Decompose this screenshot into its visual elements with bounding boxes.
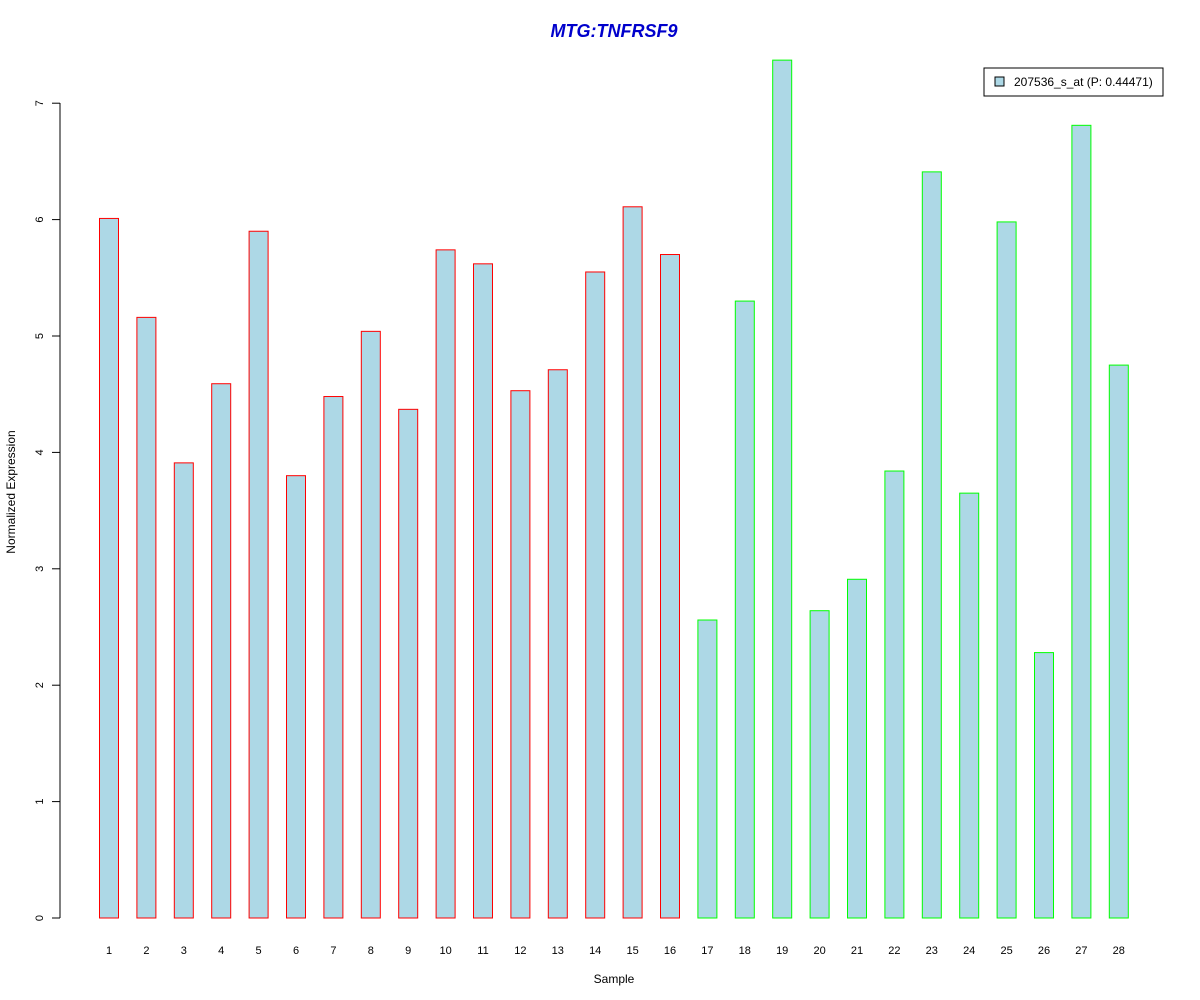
bar-sample-11 bbox=[473, 263, 493, 919]
bar-sample-16 bbox=[660, 254, 680, 919]
bar-sample-26 bbox=[1034, 652, 1054, 919]
bar-sample-15 bbox=[622, 206, 643, 919]
bar-sample-23 bbox=[921, 171, 942, 919]
bar-sample-8 bbox=[360, 330, 381, 919]
x-tick-label: 8 bbox=[368, 945, 374, 957]
x-tick-label: 27 bbox=[1075, 945, 1087, 957]
x-tick-label: 17 bbox=[701, 945, 713, 957]
bar-sample-1 bbox=[99, 217, 119, 919]
x-tick-label: 12 bbox=[514, 945, 526, 957]
x-tick-label: 10 bbox=[439, 945, 451, 957]
y-tick-label: 7 bbox=[34, 100, 46, 106]
y-tick-label: 4 bbox=[34, 449, 46, 455]
x-tick-label: 28 bbox=[1113, 945, 1125, 957]
bar-sample-18 bbox=[734, 300, 755, 919]
bar-sample-12 bbox=[510, 390, 531, 919]
x-tick-label: 4 bbox=[218, 945, 224, 957]
bar-sample-2 bbox=[136, 316, 157, 919]
bar-sample-9 bbox=[398, 408, 419, 919]
bar-sample-14 bbox=[585, 271, 606, 919]
x-tick-label: 16 bbox=[664, 945, 676, 957]
x-tick-label: 26 bbox=[1038, 945, 1050, 957]
y-tick-label: 2 bbox=[34, 682, 46, 688]
legend-box bbox=[983, 67, 1164, 97]
x-tick-label: 24 bbox=[963, 945, 975, 957]
bar-sample-21 bbox=[847, 578, 867, 919]
x-tick-label: 18 bbox=[739, 945, 751, 957]
x-tick-label: 20 bbox=[813, 945, 825, 957]
bar-sample-22 bbox=[884, 470, 905, 919]
y-tick-label: 1 bbox=[34, 799, 46, 805]
bar-sample-24 bbox=[959, 492, 980, 919]
y-tick-label: 6 bbox=[34, 217, 46, 223]
x-tick-label: 11 bbox=[477, 945, 488, 957]
bar-sample-17 bbox=[697, 619, 718, 919]
x-tick-label: 14 bbox=[589, 945, 601, 957]
y-tick-label: 3 bbox=[34, 566, 46, 572]
x-tick-label: 5 bbox=[256, 945, 262, 957]
y-tick-label: 0 bbox=[34, 915, 46, 921]
bar-sample-10 bbox=[435, 249, 456, 919]
x-tick-label: 23 bbox=[926, 945, 938, 957]
bar-sample-19 bbox=[772, 59, 793, 919]
y-axis: 0 1 2 3 4 5 6 7 bbox=[34, 100, 61, 921]
bar-sample-27 bbox=[1071, 124, 1092, 919]
x-tick-labels: 1 2 3 4 5 6 7 8 9 10 11 12 13 14 15 16 17 18 19 20 21 22 23 24 2… bbox=[106, 945, 1125, 957]
bar-sample-13 bbox=[547, 369, 568, 919]
legend: 207536_s_at (P: 0.44471) bbox=[983, 67, 1164, 97]
bar-sample-4 bbox=[211, 383, 232, 919]
x-tick-label: 21 bbox=[851, 945, 863, 957]
x-tick-label: 6 bbox=[293, 945, 299, 957]
y-tick-label: 5 bbox=[34, 333, 46, 339]
bar-sample-20 bbox=[809, 610, 830, 919]
x-tick-label: 9 bbox=[405, 945, 411, 957]
x-tick-label: 13 bbox=[552, 945, 564, 957]
x-tick-label: 15 bbox=[626, 945, 638, 957]
chart-title: MTG:TNFRSF9 bbox=[551, 21, 678, 41]
y-axis-label: Normalized Expression bbox=[4, 430, 18, 553]
legend-label: 207536_s_at (P: 0.44471) bbox=[1014, 75, 1153, 89]
x-tick-label: 3 bbox=[181, 945, 187, 957]
bars-group bbox=[99, 59, 1129, 919]
x-tick-label: 2 bbox=[143, 945, 149, 957]
bar-sample-3 bbox=[173, 462, 194, 919]
x-tick-label: 22 bbox=[888, 945, 900, 957]
bar-sample-5 bbox=[248, 230, 269, 919]
x-tick-label: 1 bbox=[106, 945, 112, 957]
x-tick-label: 7 bbox=[330, 945, 336, 957]
bar-sample-6 bbox=[286, 475, 306, 919]
x-tick-label: 25 bbox=[1000, 945, 1012, 957]
x-tick-label: 19 bbox=[776, 945, 788, 957]
bar-sample-25 bbox=[996, 221, 1017, 919]
x-axis-label: Sample bbox=[594, 972, 635, 986]
bar-sample-7 bbox=[323, 396, 344, 919]
legend-swatch bbox=[994, 76, 1005, 87]
bar-sample-28 bbox=[1108, 364, 1129, 919]
